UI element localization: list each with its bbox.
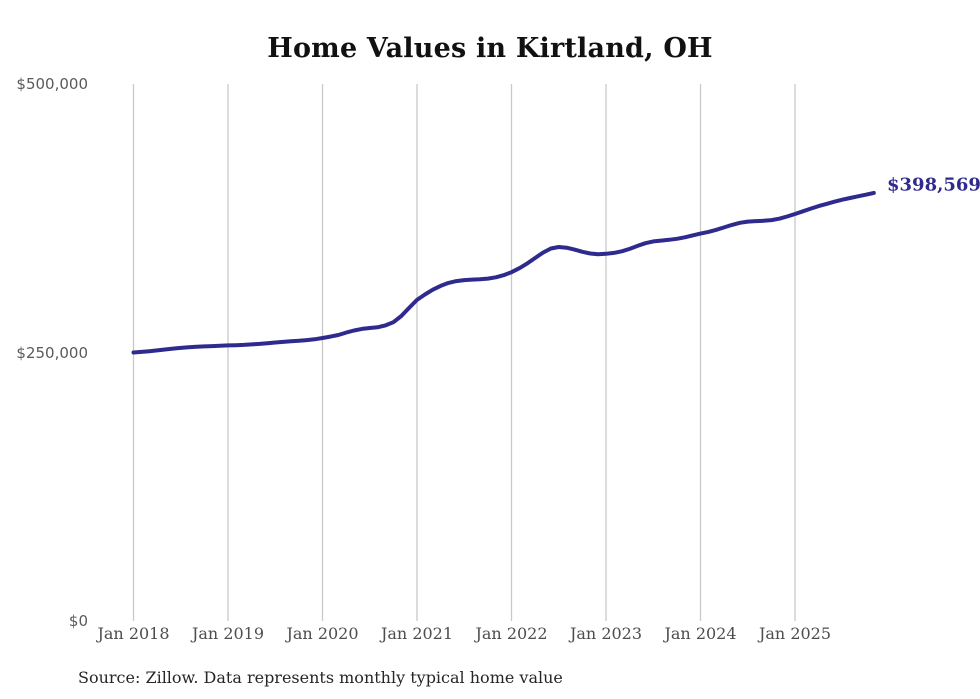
x-axis-tick: Jan 2020 <box>286 624 359 643</box>
y-axis-tick: $0 <box>68 612 88 630</box>
home-value-line <box>131 190 876 355</box>
x-axis-tick: Jan 2021 <box>380 624 454 643</box>
chart-title: Home Values in Kirtland, OH <box>267 33 713 64</box>
y-axis-tick: $500,000 <box>16 75 88 93</box>
y-axis-tick: $250,000 <box>16 343 88 362</box>
final-value-label: $398,569 <box>887 174 980 196</box>
x-axis-tick: Jan 2023 <box>569 624 643 643</box>
x-axis-tick: Jan 2022 <box>475 624 548 643</box>
x-axis-tick: Jan 2025 <box>758 624 832 643</box>
source-caption: Source: Zillow. Data represents monthly … <box>78 668 563 687</box>
x-axis-tick: Jan 2024 <box>664 624 737 643</box>
x-axis-tick: Jan 2019 <box>191 624 265 643</box>
year-gridlines <box>132 84 796 621</box>
x-axis-tick: Jan 2018 <box>97 624 170 643</box>
